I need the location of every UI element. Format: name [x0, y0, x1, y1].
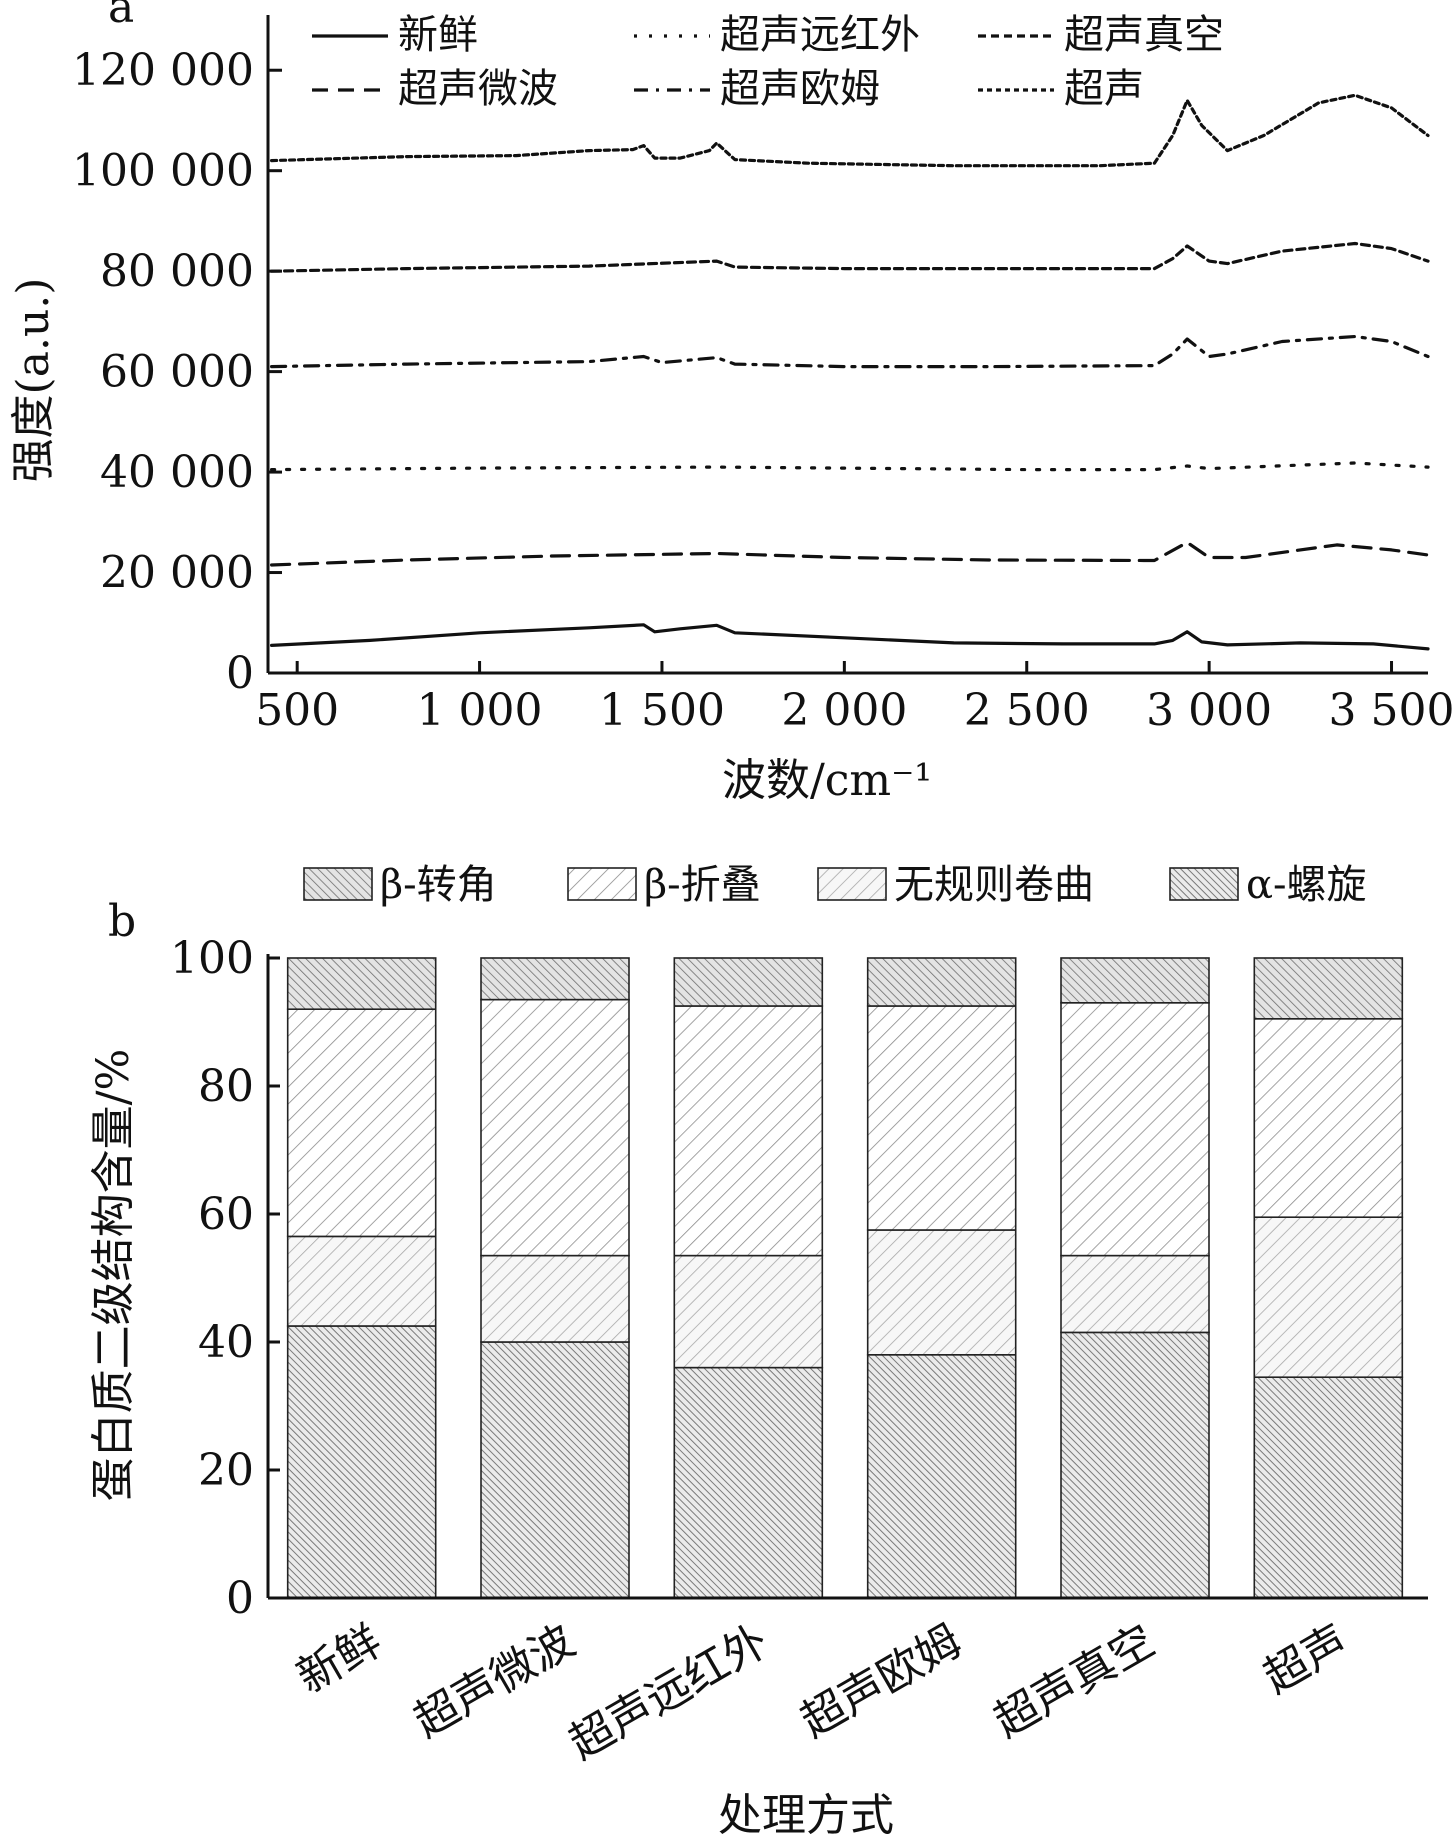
spectrum-line-1	[270, 623, 1430, 651]
spectra-lines	[270, 93, 1430, 651]
structure-legend: β-转角 β-折叠 无规则卷曲 α-螺旋	[303, 862, 1367, 908]
spectra-y-axis-label: 强度(a.u.)	[8, 278, 59, 483]
spectra-axes	[266, 15, 1428, 675]
spectra-x-tick-label: 2 000	[781, 685, 907, 736]
legend-swatch-2	[567, 867, 637, 901]
bar-segment-6-3	[1253, 1017, 1404, 1218]
bar-segment-2-3	[480, 998, 630, 1257]
bar-segment-5-3	[1060, 1001, 1210, 1257]
spectra-chart: a 500 1 000 1 500 2 000 2 500 3 000 3 500 0 20 …	[8, 0, 1455, 806]
spectra-y-tick-label: 0	[226, 648, 254, 699]
structure-y-axis-label: 蛋白质二级结构含量/%	[88, 1049, 139, 1502]
bar-segment-2-1	[480, 1341, 630, 1599]
spectrum-line-5	[270, 241, 1430, 273]
spectra-x-tick-label: 2 500	[964, 685, 1090, 736]
spectra-y-ticks: 0 20 000 40 000 60 000 80 000 100 000 120 000	[72, 45, 282, 699]
bar-segment-4-1	[866, 1354, 1017, 1599]
category-label-2: 超声微波	[406, 1615, 584, 1747]
spectra-y-tick-label: 40 000	[100, 447, 254, 498]
spectra-y-tick-label: 100 000	[72, 146, 254, 197]
bar-segment-5-1	[1060, 1331, 1210, 1599]
bar-segment-3-2	[673, 1254, 824, 1369]
legend-entry-4: α-螺旋	[1246, 862, 1367, 908]
bar-segment-4-3	[866, 1005, 1017, 1231]
category-label-5: 超声真空	[986, 1615, 1164, 1747]
structure-y-tick-label: 60	[198, 1189, 254, 1240]
spectra-y-tick-label: 20 000	[100, 548, 254, 599]
bar-segment-2-2	[480, 1254, 630, 1343]
spectrum-line-2	[270, 540, 1430, 567]
legend-label-5: 超声真空	[1064, 12, 1224, 58]
spectrum-line-4	[270, 334, 1430, 369]
bar-segment-5-2	[1060, 1254, 1210, 1334]
spectra-x-tick-label: 1 500	[599, 685, 725, 736]
bar-segment-5-4	[1060, 957, 1210, 1004]
category-label-1: 新鲜	[288, 1615, 390, 1703]
spectrum-line-6	[270, 93, 1430, 168]
bar-segment-1-1	[286, 1325, 437, 1599]
legend-label-2: 超声微波	[398, 66, 558, 112]
structure-y-ticks: 0 20 40 60 80 100	[170, 933, 280, 1624]
legend-swatch-3	[817, 867, 887, 901]
category-label-4: 超声欧姆	[792, 1615, 970, 1747]
bar-segment-1-2	[286, 1235, 437, 1327]
structure-y-tick-label: 80	[198, 1061, 254, 1112]
spectra-x-tick-label: 500	[255, 685, 339, 736]
bar-segment-6-2	[1253, 1216, 1404, 1378]
legend-entry-1: β-转角	[380, 862, 497, 908]
structure-y-tick-label: 100	[170, 933, 254, 984]
structure-x-axis-label: 处理方式	[718, 1790, 894, 1841]
spectra-y-tick-label: 120 000	[72, 45, 254, 96]
structure-y-tick-label: 40	[198, 1317, 254, 1368]
bar-segment-3-1	[673, 1366, 824, 1599]
spectra-y-tick-label: 60 000	[100, 347, 254, 398]
spectrum-line-3	[270, 461, 1430, 472]
legend-label-6: 超声	[1064, 66, 1144, 112]
spectra-x-tick-label: 3 500	[1329, 685, 1455, 736]
category-label-3: 超声远红外	[561, 1615, 777, 1769]
panel-label-b: b	[108, 896, 136, 947]
bar-segment-4-2	[866, 1229, 1017, 1356]
bar-segment-3-4	[673, 957, 824, 1007]
bar-segment-6-4	[1253, 957, 1404, 1020]
structure-axes	[266, 954, 1428, 1600]
legend-swatch-1	[303, 867, 373, 901]
bar-segment-1-4	[286, 957, 437, 1011]
spectra-x-tick-label: 3 000	[1146, 685, 1272, 736]
bar-segment-6-1	[1253, 1376, 1404, 1599]
structure-y-tick-label: 0	[226, 1573, 254, 1624]
spectra-x-ticks: 500 1 000 1 500 2 000 2 500 3 000 3 500	[255, 661, 1455, 736]
structure-y-tick-label: 20	[198, 1445, 254, 1496]
legend-label-4: 超声欧姆	[720, 66, 880, 112]
legend-label-3: 超声远红外	[720, 12, 920, 58]
legend-entry-2: β-折叠	[644, 862, 761, 908]
structure-bars	[286, 957, 1404, 1599]
category-label-6: 超声	[1255, 1615, 1357, 1703]
spectra-x-tick-label: 1 000	[417, 685, 543, 736]
bar-segment-4-4	[866, 957, 1017, 1007]
bar-segment-3-3	[673, 1005, 824, 1257]
legend-swatch-4	[1169, 867, 1239, 901]
legend-entry-3: 无规则卷曲	[894, 862, 1094, 908]
bar-segment-1-3	[286, 1008, 437, 1238]
bar-segment-2-4	[480, 957, 630, 1001]
legend-label-1: 新鲜	[398, 12, 478, 58]
spectra-x-axis-label: 波数/cm⁻¹	[722, 755, 932, 806]
panel-label-a: a	[108, 0, 134, 33]
spectra-y-tick-label: 80 000	[100, 246, 254, 297]
